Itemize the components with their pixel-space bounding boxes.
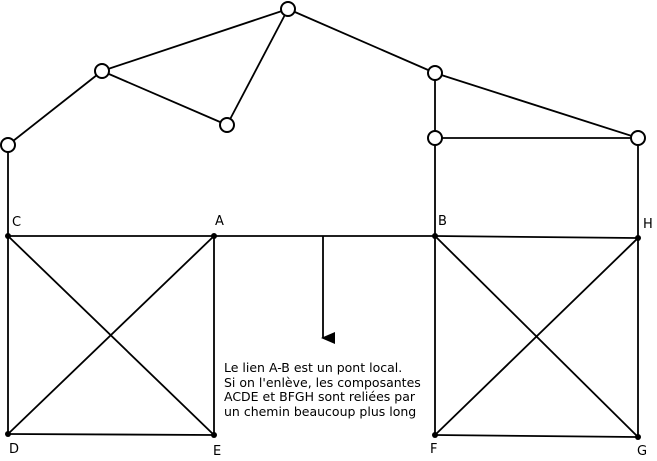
vertex-b [432, 233, 438, 239]
label-g: G [637, 444, 647, 459]
path-node [94, 63, 110, 79]
label-b: B [438, 214, 447, 229]
edge-f-g [434, 434, 639, 438]
caption-line: un chemin beaucoup plus long [224, 403, 417, 419]
vertex-e [211, 432, 217, 438]
path-node [219, 117, 235, 133]
path-node [427, 130, 443, 146]
edge-a-d [7, 235, 215, 435]
path-node [630, 130, 646, 146]
corner-vertices [5, 233, 641, 440]
edge-n2-n3 [101, 70, 228, 126]
path-node [427, 65, 443, 81]
upper-path-edges [7, 8, 639, 238]
edge-b-h [434, 235, 639, 239]
edge-n5-n7 [434, 72, 639, 139]
vertex-g [635, 434, 641, 440]
label-a: A [215, 214, 224, 229]
path-vertices [0, 1, 646, 153]
edge-d-e [7, 433, 215, 436]
path-node [0, 137, 16, 153]
label-c: C [12, 215, 21, 230]
vertex-c [5, 233, 11, 239]
label-h: H [643, 217, 653, 232]
caption-line: Le lien A-B est un pont local. [224, 360, 403, 375]
edge-n1-n2 [7, 70, 103, 146]
vertex-h [635, 235, 641, 241]
bridge-caption: Le lien A-B est un pont local. Si on l'e… [224, 360, 444, 419]
caption-line: Si on l'enlève, les composantes [224, 374, 421, 390]
vertex-a [211, 233, 217, 239]
label-f: F [430, 442, 437, 457]
vertex-d [5, 431, 11, 437]
label-e: E [213, 444, 221, 459]
vertex-labels: C A B H D E F G [9, 214, 653, 459]
edge-h-f [434, 237, 639, 436]
edge-n4-n5 [287, 8, 436, 74]
component-acde [7, 235, 215, 436]
edge-n3-n4 [226, 8, 289, 126]
caption-line: ACDE et BFGH sont reliées par [224, 389, 416, 404]
vertex-f [432, 432, 438, 438]
component-bfgh [434, 235, 639, 438]
edge-n2-n4 [101, 8, 289, 72]
path-node [280, 1, 296, 17]
label-d: D [9, 442, 19, 457]
